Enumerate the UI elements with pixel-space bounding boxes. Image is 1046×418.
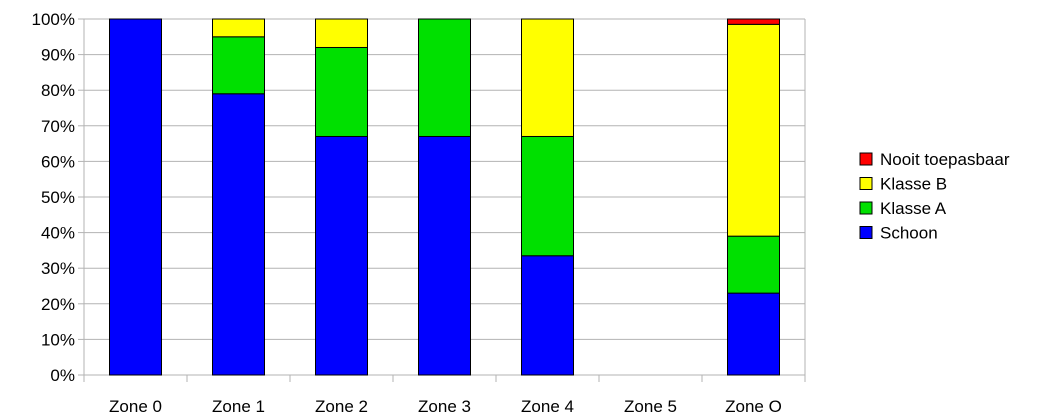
legend-label: Schoon — [880, 224, 938, 243]
bar-segment-klasse-a — [315, 46, 368, 137]
x-category-label: Zone 3 — [418, 397, 471, 416]
y-tick-label: 0% — [50, 366, 75, 385]
bar-segment-klasse-a — [727, 235, 780, 294]
y-tick-label: 50% — [41, 188, 75, 207]
y-tick-label: 100% — [32, 10, 75, 29]
bar-segment-klasse-a — [521, 135, 574, 257]
y-tick-label: 10% — [41, 330, 75, 349]
x-category-label: Zone 4 — [521, 397, 574, 416]
legend-swatch — [859, 152, 873, 166]
bar-segment-klasse-a — [418, 18, 471, 137]
legend-label: Klasse A — [880, 199, 947, 218]
bar-segment-klasse-b — [521, 18, 574, 137]
y-tick-label: 30% — [41, 259, 75, 278]
x-category-label: Zone 0 — [109, 397, 162, 416]
y-tick-label: 20% — [41, 295, 75, 314]
legend-label: Nooit toepasbaar — [880, 150, 1010, 169]
y-tick-label: 90% — [41, 46, 75, 65]
x-category-label: Zone 2 — [315, 397, 368, 416]
bar-segment-schoon — [315, 135, 368, 376]
bar-segment-schoon — [109, 18, 162, 376]
x-category-label: Zone O — [725, 397, 782, 416]
y-tick-label: 80% — [41, 81, 75, 100]
y-tick-label: 40% — [41, 224, 75, 243]
bar-segment-schoon — [727, 292, 780, 376]
y-tick-label: 60% — [41, 152, 75, 171]
bar-segment-schoon — [521, 255, 574, 376]
bar-segment-schoon — [212, 93, 265, 376]
legend-swatch — [859, 201, 873, 215]
bar-segment-klasse-b — [727, 23, 780, 237]
bar-segment-klasse-b — [315, 18, 368, 48]
bar-segment-klasse-b — [212, 18, 265, 38]
legend-swatch — [859, 177, 873, 190]
bar-segment-klasse-a — [212, 36, 265, 95]
legend-swatch — [859, 226, 873, 239]
bar-segment-schoon — [418, 135, 471, 376]
x-category-label: Zone 1 — [212, 397, 265, 416]
y-tick-label: 70% — [41, 117, 75, 136]
legend-label: Klasse B — [880, 175, 947, 194]
x-category-label: Zone 5 — [624, 397, 677, 416]
bar-segment-nooit-toepasbaar — [727, 18, 780, 25]
